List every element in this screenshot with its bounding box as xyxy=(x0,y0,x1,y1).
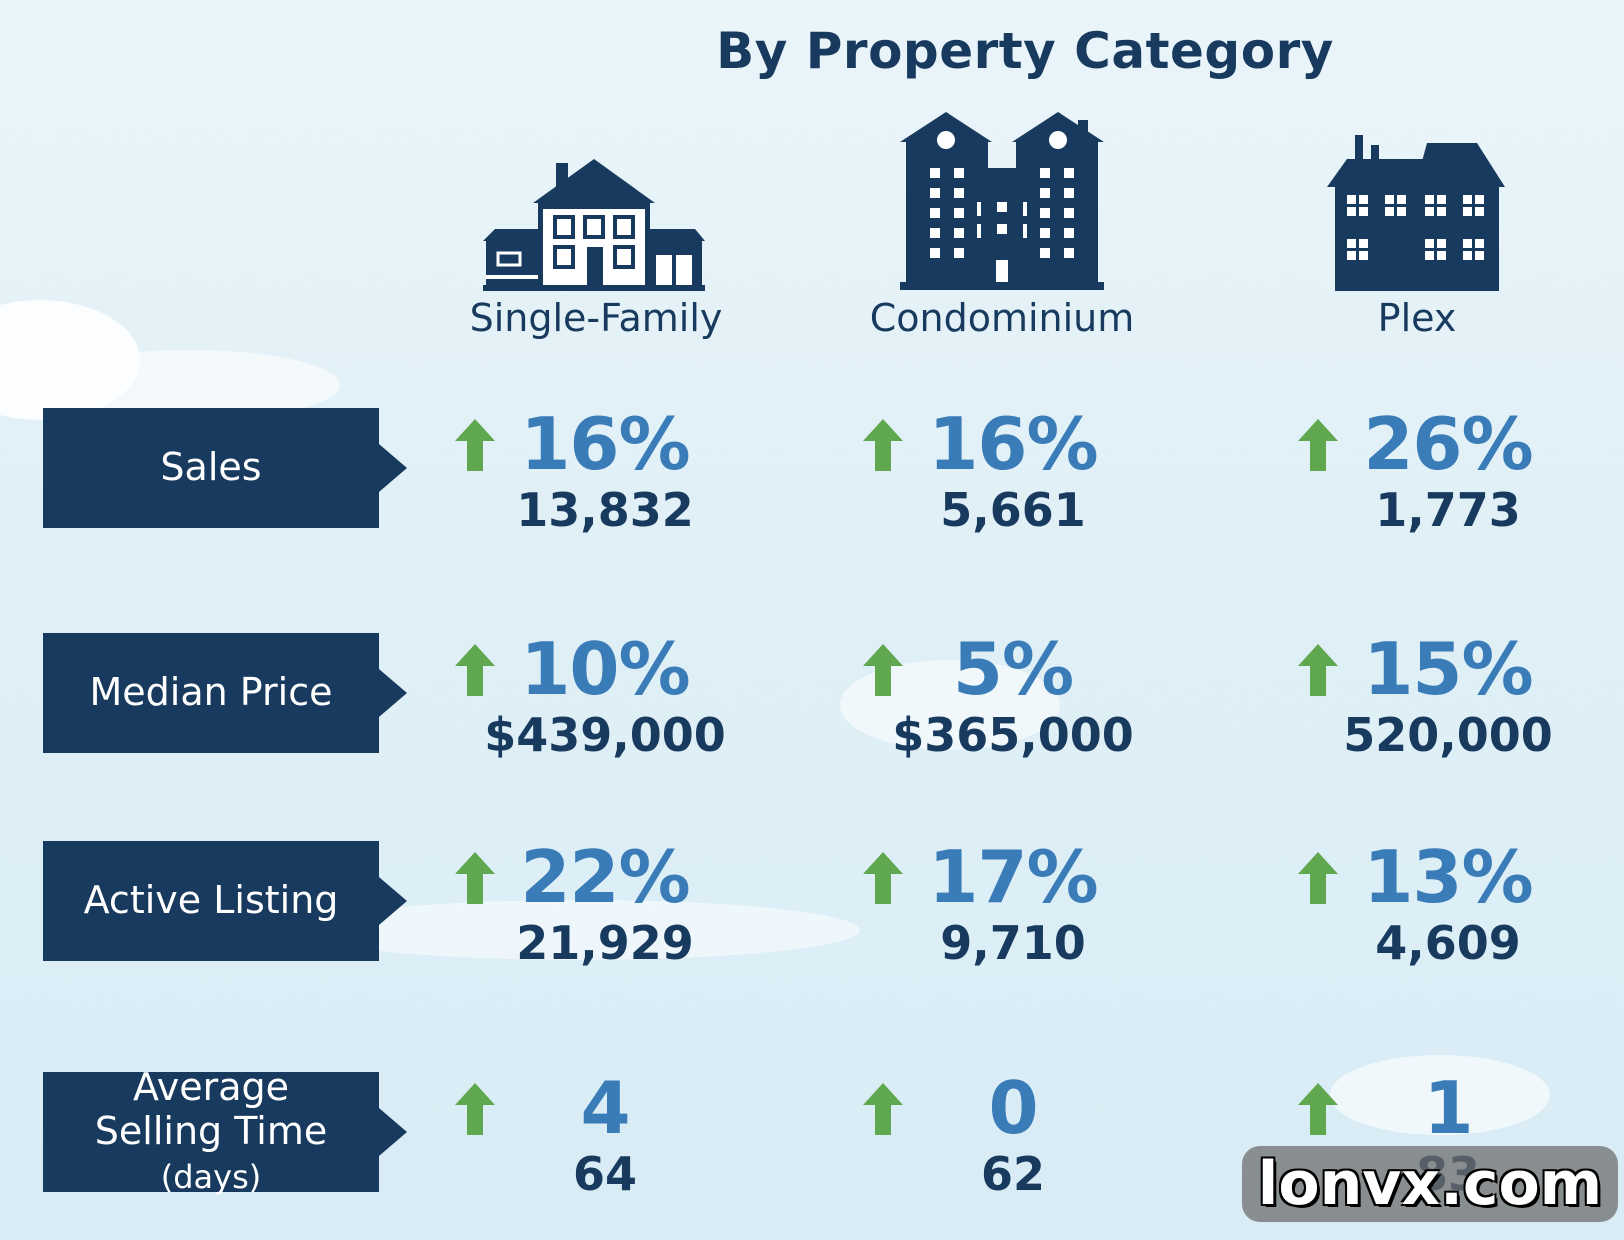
arrow-up-icon xyxy=(863,644,903,696)
stat-change: 22% xyxy=(520,835,690,919)
stat-change: 13% xyxy=(1363,835,1533,919)
stat-cell-average-selling-time-condominium: 0 62 xyxy=(863,1069,1193,1219)
apartment-building-icon xyxy=(900,112,1104,290)
row-label-unit: (days) xyxy=(160,1157,262,1196)
category-label-condominium: Condominium xyxy=(869,296,1135,340)
stat-value: 21,929 xyxy=(516,916,694,970)
row-label-active-listing: Active Listing xyxy=(43,841,379,961)
arrow-up-icon xyxy=(1298,419,1338,471)
stat-value: 9,710 xyxy=(940,916,1086,970)
stat-value: $439,000 xyxy=(484,708,726,762)
stat-cell-active-listing-single-family: 22% 21,929 xyxy=(455,838,785,988)
stat-cell-median-price-single-family: 10% $439,000 xyxy=(455,630,785,780)
house-icon xyxy=(483,159,705,291)
arrow-up-icon xyxy=(1298,644,1338,696)
stat-cell-average-selling-time-single-family: 4 64 xyxy=(455,1069,785,1219)
stat-change: 17% xyxy=(928,835,1098,919)
stat-change: 1 xyxy=(1423,1066,1473,1150)
arrow-up-icon xyxy=(863,852,903,904)
stat-change: 5% xyxy=(952,627,1074,711)
arrow-up-icon xyxy=(1298,852,1338,904)
row-label-text: Median Price xyxy=(89,670,333,715)
stat-change: 16% xyxy=(928,402,1098,486)
arrow-up-icon xyxy=(455,644,495,696)
stat-change: 15% xyxy=(1363,627,1533,711)
stat-value: 520,000 xyxy=(1343,708,1553,762)
stat-change: 10% xyxy=(520,627,690,711)
row-label-text: Active Listing xyxy=(83,878,339,923)
stat-cell-active-listing-plex: 13% 4,609 xyxy=(1298,838,1624,988)
category-label-single-family: Single-Family xyxy=(469,296,723,340)
arrow-up-icon xyxy=(863,419,903,471)
stat-cell-median-price-plex: 15% 520,000 xyxy=(1298,630,1624,780)
watermark: lonvx.com xyxy=(1242,1146,1618,1222)
arrow-up-icon xyxy=(455,419,495,471)
stat-cell-median-price-condominium: 5% $365,000 xyxy=(863,630,1193,780)
stat-cell-active-listing-condominium: 17% 9,710 xyxy=(863,838,1193,988)
category-label-plex: Plex xyxy=(1377,296,1457,340)
stat-change: 26% xyxy=(1363,402,1533,486)
arrow-up-icon xyxy=(455,1083,495,1135)
stat-cell-sales-single-family: 16% 13,832 xyxy=(455,405,785,555)
stat-value: 5,661 xyxy=(940,483,1086,537)
row-label-median-price: Median Price xyxy=(43,633,379,753)
row-label-average-selling-time: Average Selling Time (days) xyxy=(43,1066,379,1195)
row-label-text: Sales xyxy=(160,445,262,490)
stat-value: 64 xyxy=(572,1147,637,1201)
stat-value: $365,000 xyxy=(892,708,1134,762)
stat-value: 1,773 xyxy=(1375,483,1521,537)
stat-value: 62 xyxy=(980,1147,1045,1201)
row-label-sales: Sales xyxy=(43,408,379,528)
stat-change: 0 xyxy=(988,1066,1038,1150)
stat-value: 4,609 xyxy=(1375,916,1521,970)
arrow-up-icon xyxy=(1298,1083,1338,1135)
arrow-up-icon xyxy=(455,852,495,904)
background-cloud xyxy=(1330,1055,1550,1135)
stat-change: 4 xyxy=(580,1066,630,1150)
stat-value: 13,832 xyxy=(516,483,694,537)
page-title: By Property Category xyxy=(716,22,1334,80)
stat-cell-sales-condominium: 16% 5,661 xyxy=(863,405,1193,555)
arrow-up-icon xyxy=(863,1083,903,1135)
row-label-text: Average Selling Time xyxy=(94,1065,328,1154)
stat-change: 16% xyxy=(520,402,690,486)
plex-building-icon xyxy=(1327,135,1505,291)
stat-cell-sales-plex: 26% 1,773 xyxy=(1298,405,1624,555)
